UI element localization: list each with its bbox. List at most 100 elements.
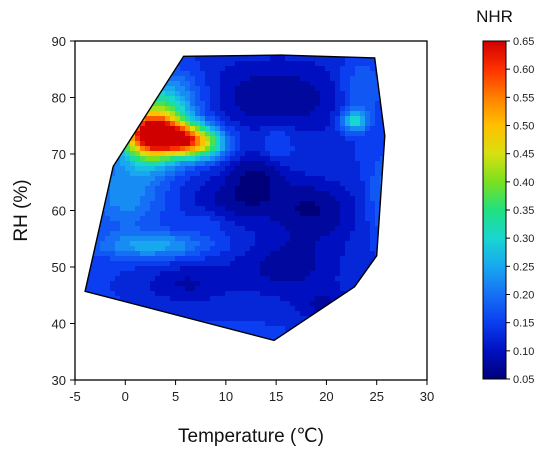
colorbar-tick-label: 0.55 xyxy=(513,92,534,104)
contour-cell xyxy=(285,136,291,142)
contour-cell xyxy=(290,226,296,232)
contour-cell xyxy=(285,321,291,327)
contour-cell xyxy=(370,226,376,232)
contour-cell xyxy=(330,181,336,187)
contour-cell xyxy=(285,116,291,122)
contour-cell xyxy=(190,281,196,287)
contour-cell xyxy=(360,166,366,172)
contour-cell xyxy=(305,266,311,272)
contour-cell xyxy=(150,176,156,182)
contour-cell xyxy=(225,56,231,62)
contour-cell xyxy=(280,291,286,297)
contour-cell xyxy=(215,316,221,322)
contour-cell xyxy=(325,136,331,142)
contour-cell xyxy=(185,261,191,267)
contour-cell xyxy=(320,241,326,247)
contour-cell xyxy=(240,256,246,262)
contour-cell xyxy=(275,181,281,187)
contour-cell xyxy=(315,181,321,187)
x-axis-label: Temperature (℃) xyxy=(178,426,324,447)
contour-cell xyxy=(135,191,141,197)
contour-cell xyxy=(185,131,191,137)
contour-cell xyxy=(375,186,381,192)
contour-cell xyxy=(220,76,226,82)
contour-cell xyxy=(315,191,321,197)
contour-cell xyxy=(120,201,126,207)
contour-cell xyxy=(355,56,361,62)
contour-cell xyxy=(145,246,151,252)
contour-cell xyxy=(370,246,376,252)
contour-cell xyxy=(255,181,261,187)
contour-cell xyxy=(145,291,151,297)
contour-cell xyxy=(240,326,246,332)
contour-cell xyxy=(265,121,271,127)
contour-cell xyxy=(290,161,296,167)
contour-cell xyxy=(110,216,116,222)
contour-cell xyxy=(200,171,206,177)
contour-cell xyxy=(145,206,151,212)
contour-cell xyxy=(185,216,191,222)
contour-cell xyxy=(285,256,291,262)
contour-cell xyxy=(225,191,231,197)
contour-cell xyxy=(240,291,246,297)
contour-cell xyxy=(160,226,166,232)
contour-cell xyxy=(215,61,221,67)
contour-cell xyxy=(145,201,151,207)
contour-cell xyxy=(120,186,126,192)
contour-cell xyxy=(310,166,316,172)
contour-cell xyxy=(275,256,281,262)
contour-cell xyxy=(210,301,216,307)
contour-cell xyxy=(380,141,385,147)
contour-cell xyxy=(130,171,136,177)
contour-cell xyxy=(135,201,141,207)
contour-cell xyxy=(285,156,291,162)
contour-cell xyxy=(240,111,246,117)
contour-cell xyxy=(345,101,351,107)
contour-cell xyxy=(195,71,201,77)
contour-cell xyxy=(255,201,261,207)
contour-cell xyxy=(125,231,131,237)
contour-cell xyxy=(260,126,266,132)
contour-cell xyxy=(230,91,236,97)
contour-cell xyxy=(320,211,326,217)
contour-cell xyxy=(320,206,326,212)
contour-cell xyxy=(255,236,261,242)
contour-cell xyxy=(375,146,381,152)
contour-cell xyxy=(370,96,376,102)
contour-cell xyxy=(230,161,236,167)
contour-cell xyxy=(135,256,141,262)
contour-cell xyxy=(350,266,356,272)
contour-cell xyxy=(310,306,316,312)
contour-cell xyxy=(180,291,186,297)
contour-cell xyxy=(215,201,221,207)
contour-cell xyxy=(250,331,256,337)
contour-cell xyxy=(150,161,156,167)
contour-cell xyxy=(90,266,96,272)
contour-cell xyxy=(340,176,346,182)
contour-cell xyxy=(295,296,301,302)
contour-cell xyxy=(270,301,276,307)
contour-cell xyxy=(320,181,326,187)
contour-cell xyxy=(180,131,186,137)
contour-cell xyxy=(180,311,186,317)
contour-cell xyxy=(200,261,206,267)
contour-cell xyxy=(320,161,326,167)
contour-cell xyxy=(170,176,176,182)
contour-cell xyxy=(195,296,201,302)
contour-cell xyxy=(220,311,226,317)
contour-cell xyxy=(260,161,266,167)
contour-cell xyxy=(285,236,291,242)
contour-cell xyxy=(300,161,306,167)
contour-cell xyxy=(165,91,171,97)
contour-cell xyxy=(315,221,321,227)
contour-cell xyxy=(285,66,291,72)
contour-cell xyxy=(230,86,236,92)
contour-cell xyxy=(185,196,191,202)
contour-cell xyxy=(360,146,366,152)
contour-cell xyxy=(215,206,221,212)
contour-cell xyxy=(295,231,301,237)
contour-cell xyxy=(170,161,176,167)
contour-cell xyxy=(175,81,181,87)
contour-cell xyxy=(120,231,126,237)
